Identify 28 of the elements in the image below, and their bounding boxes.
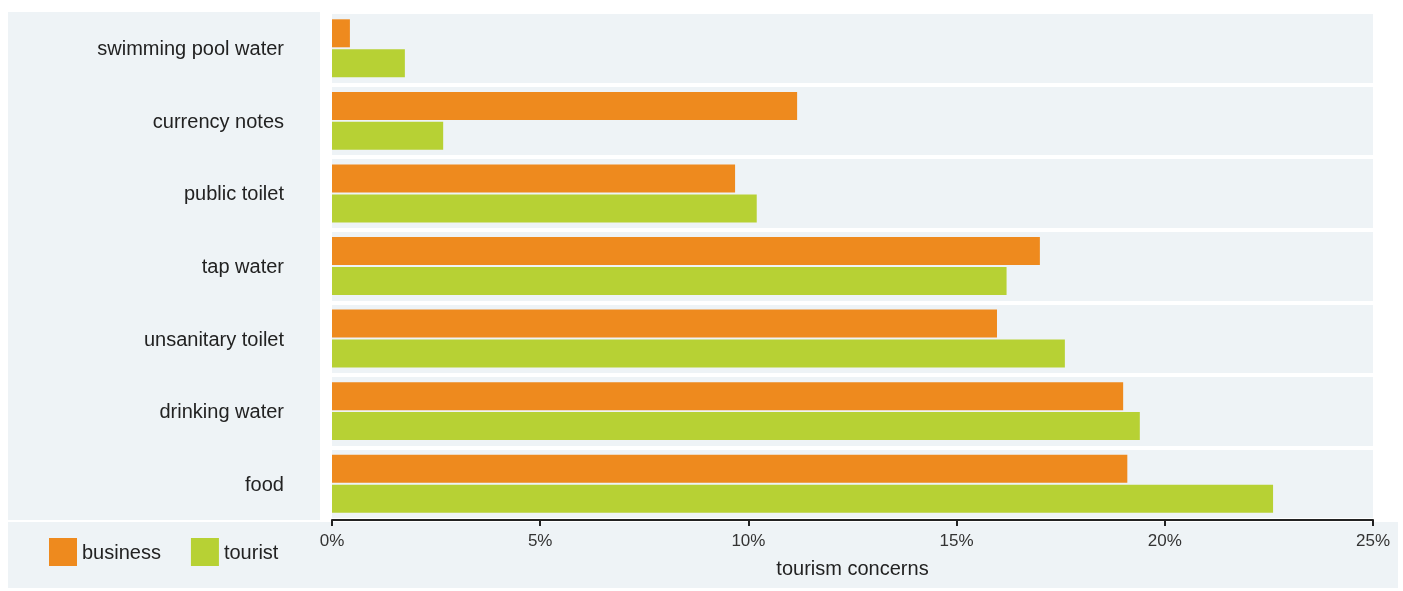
bar <box>332 454 1128 483</box>
x-tick-label: 0% <box>319 531 345 550</box>
y-tick-label: public toilet <box>183 182 285 205</box>
bar <box>332 382 1124 411</box>
y-tick-label: tap water <box>201 255 285 277</box>
bar <box>332 194 757 223</box>
y-tick-label: food <box>245 472 284 495</box>
x-tick-label: 5% <box>527 531 553 550</box>
bar <box>332 309 997 338</box>
bar <box>332 121 444 150</box>
x-tick-label: 10% <box>731 531 766 550</box>
legend-label: tourist <box>223 541 279 563</box>
y-tick-label: unsanitary toilet <box>143 327 285 350</box>
legend-label: business <box>82 541 161 563</box>
x-tick-label: 20% <box>1147 531 1182 550</box>
y-tick-label: currency notes <box>152 109 284 132</box>
bar <box>332 91 798 120</box>
bar <box>332 266 1007 295</box>
bar <box>332 164 736 193</box>
bar <box>332 49 405 78</box>
bar <box>332 19 350 48</box>
bar <box>332 339 1065 368</box>
x-tick-label: 25% <box>1355 531 1391 550</box>
x-tick-label: 15% <box>939 531 974 550</box>
x-axis-title: tourism concerns <box>776 557 929 579</box>
y-tick-label: swimming pool water <box>97 37 285 60</box>
bar <box>332 237 1040 266</box>
y-tick-label: drinking water <box>159 400 285 423</box>
